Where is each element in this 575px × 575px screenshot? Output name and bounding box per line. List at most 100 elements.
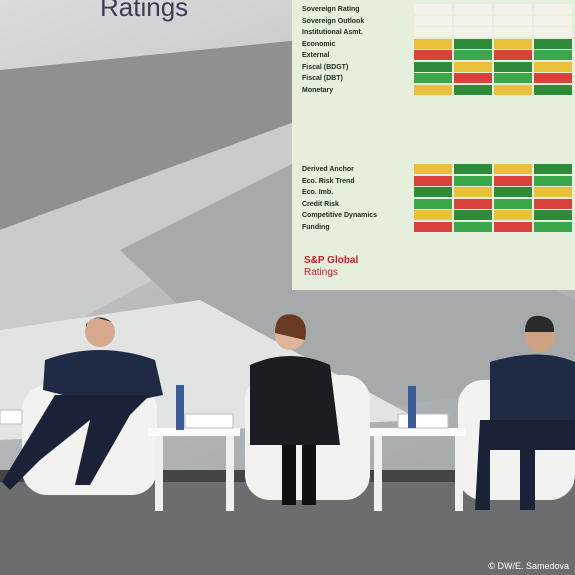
table-cell (494, 15, 532, 26)
legs (2, 395, 150, 490)
table-cell (534, 15, 572, 26)
table-cell (534, 4, 572, 14)
table-leg (455, 436, 463, 511)
brand-name: S&P Global (304, 255, 359, 266)
row-label: Institutional Asmt. (302, 29, 363, 36)
table-cell (454, 27, 492, 37)
table-cell (534, 210, 572, 220)
table-cell (454, 187, 492, 197)
table-cell (414, 15, 452, 26)
table-cell (414, 198, 452, 209)
table-cell (494, 175, 532, 186)
table-cell (534, 187, 572, 197)
table-cell (494, 73, 532, 83)
table-cell (494, 210, 532, 220)
table-cell (534, 27, 572, 37)
table-cell (414, 175, 452, 186)
table-cell (534, 198, 572, 209)
table-cell (414, 61, 452, 72)
table-cell (414, 27, 452, 37)
table-cell (494, 4, 532, 14)
row-label: Economic (302, 40, 336, 48)
table-cell (454, 198, 492, 209)
brand-sub: Ratings (304, 267, 338, 278)
row-label: Funding (302, 223, 330, 231)
boot (302, 445, 316, 505)
suit (43, 350, 163, 405)
table-cell (494, 164, 532, 174)
table-cell (534, 221, 572, 232)
water-bottle (176, 385, 184, 430)
table-cell (414, 84, 452, 95)
table-leg (155, 436, 163, 511)
row-label: Eco. Risk Trend (302, 177, 355, 185)
row-label: Fiscal (BDGT) (302, 63, 349, 71)
table-cell (494, 27, 532, 37)
table-cell (454, 73, 492, 83)
table-cell (494, 50, 532, 60)
table-cell (454, 50, 492, 60)
banner-title: Ratings (100, 0, 189, 22)
table-cell (414, 187, 452, 197)
row-label: Derived Anchor (302, 166, 354, 173)
side-table (370, 428, 465, 436)
wall-shape (0, 40, 300, 230)
table-cell (414, 210, 452, 220)
table-cell (454, 61, 492, 72)
suit (490, 354, 575, 422)
table-cell (534, 175, 572, 186)
table-cell (534, 73, 572, 83)
table-cell (454, 210, 492, 220)
table-cell (534, 38, 572, 49)
table-cell (414, 164, 452, 174)
table-cell (494, 38, 532, 49)
name-card (397, 413, 449, 429)
table-cell (414, 73, 452, 83)
table-cell (454, 84, 492, 95)
table-cell (414, 38, 452, 49)
row-label: Monetary (302, 86, 334, 94)
table-cell (494, 198, 532, 209)
table-cell (534, 164, 572, 174)
table-cell (454, 221, 492, 232)
hair (275, 314, 306, 340)
head (85, 317, 115, 347)
legs (475, 420, 575, 510)
table-cell (534, 84, 572, 95)
table-leg (374, 436, 382, 511)
row-label: Fiscal (DBT) (302, 75, 343, 82)
table-cell (454, 15, 492, 26)
bicra-table: Derived Anchor Eco. Risk Trend Eco. Imb. Cr… (292, 164, 575, 234)
table-cell (494, 187, 532, 197)
dress (250, 356, 340, 445)
table-cell (494, 61, 532, 72)
row-label: Competitive Dynamics (302, 212, 378, 219)
row-label: Eco. Imb. (302, 189, 334, 196)
table-cell (414, 4, 452, 14)
table-leg (226, 436, 234, 511)
row-label: Sovereign Outlook (302, 17, 365, 25)
water-bottle (408, 386, 416, 428)
hair (525, 315, 555, 332)
table-cell (414, 221, 452, 232)
table-cell (494, 221, 532, 232)
table-cell (534, 50, 572, 60)
table-cell (494, 84, 532, 95)
boot (282, 445, 296, 505)
side-table (148, 428, 240, 436)
name-card (184, 413, 234, 429)
table-cell (454, 164, 492, 174)
row-label: Sovereign Rating (302, 6, 360, 13)
table-cell (454, 4, 492, 14)
table-cell (414, 50, 452, 60)
rating-table: Sovereign Rating Sovereign Outlook Institu… (292, 4, 575, 96)
wall-shape (0, 120, 300, 330)
photo-credit: © DW/E. Samedova (488, 561, 569, 571)
screen: Sovereign Rating Sovereign Outlook Institu… (292, 0, 575, 290)
table-cell (454, 175, 492, 186)
row-label: Credit Risk (302, 200, 339, 208)
table-cell (454, 38, 492, 49)
table-cell (534, 61, 572, 72)
